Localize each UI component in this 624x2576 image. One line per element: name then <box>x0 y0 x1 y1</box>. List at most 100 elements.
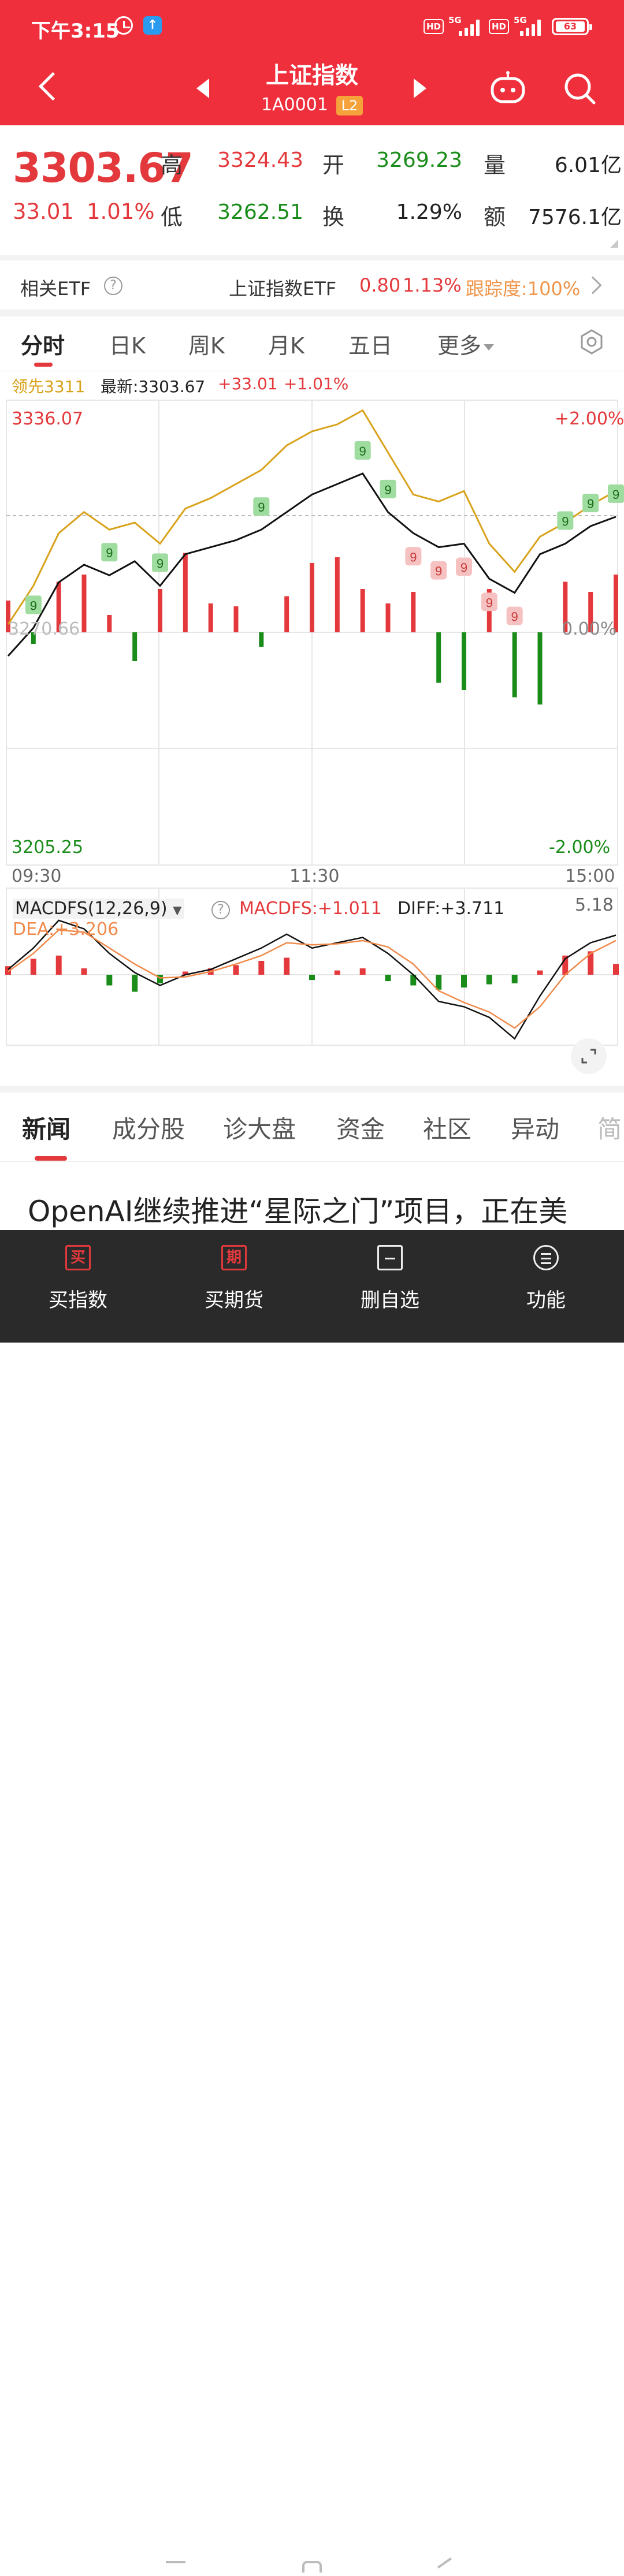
stock-code: 1A0001 <box>261 95 328 115</box>
tab-brief[interactable]: 简 <box>597 1115 622 1143</box>
td-up-mark-box <box>25 595 42 614</box>
td-up-mark: 9 <box>258 500 265 515</box>
signal-icon <box>518 18 544 36</box>
alarm-icon <box>114 16 133 35</box>
td-marks: 9 9 9 9 9 9 9 9 9 9 9 9 9 9 <box>25 441 624 625</box>
tab-constituents[interactable]: 成分股 <box>112 1115 185 1143</box>
low-label: 低 <box>161 204 183 230</box>
news-tabs: 新闻 成分股 诊大盘 资金 社区 异动 简 <box>0 1093 624 1162</box>
macd-bar <box>461 975 467 988</box>
td-up-mark-box <box>608 484 624 503</box>
td-up-mark-box <box>152 553 168 572</box>
buy-futures-button[interactable]: 期 买期货 <box>156 1230 312 1317</box>
help-icon[interactable]: ? <box>104 277 122 295</box>
td-up-mark-box <box>101 543 118 562</box>
td-up-mark-box <box>354 441 371 460</box>
functions-button[interactable]: 功能 <box>468 1230 624 1317</box>
macd-indicator-name: MACDFS(12,26,9) <box>15 899 168 919</box>
macd-max-label: 5.18 <box>575 895 614 915</box>
tab-weekly-k[interactable]: 周K <box>188 333 225 359</box>
upload-icon: ↑ <box>143 16 162 35</box>
tab-news[interactable]: 新闻 <box>22 1115 71 1143</box>
volume-bar <box>385 603 391 632</box>
macd-bar <box>588 951 594 975</box>
td-up-mark-box <box>582 494 599 513</box>
macd-help-icon[interactable]: ? <box>211 901 230 919</box>
chart-legend: 领先3311 最新:3303.67 +33.01 +1.01% <box>0 374 624 397</box>
legend-lead: 领先3311 <box>12 377 86 396</box>
legend-latest: 最新:3303.67 <box>101 377 206 396</box>
expand-corner-icon[interactable] <box>610 240 618 248</box>
tab-more[interactable]: 更多 <box>437 328 495 360</box>
td-down-mark: 9 <box>511 610 518 624</box>
x-label-open: 09:30 <box>12 866 62 886</box>
volume-bar <box>158 589 162 632</box>
tab-intraday[interactable]: 分时 <box>21 333 65 359</box>
price-change-pct: 1.01% <box>87 199 155 224</box>
intraday-chart-svg[interactable]: 9 9 9 9 9 9 9 9 9 9 9 9 9 9 <box>0 397 624 1090</box>
macd-bar <box>309 975 315 981</box>
volume-bar <box>183 553 188 632</box>
etf-tracking: 跟踪度:100% <box>466 278 581 300</box>
turnover-label: 换 <box>322 204 345 230</box>
volume-bar <box>208 603 213 632</box>
tab-anomalies[interactable]: 异动 <box>511 1115 560 1143</box>
news-headline[interactable]: OpenAI继续推进“星际之门”项目，正在美 <box>28 1195 568 1228</box>
remove-watchlist-label: 删自选 <box>361 1289 419 1312</box>
nav-back-gesture-icon[interactable] <box>437 2557 458 2576</box>
chevron-down-icon <box>484 344 495 351</box>
td-up-mark: 9 <box>359 444 366 458</box>
search-icon[interactable] <box>563 72 596 105</box>
macd-value: MACDFS:+1.011 <box>239 899 382 919</box>
volume-bar <box>614 575 618 632</box>
related-etf-row[interactable]: 相关ETF ? 上证指数ETF 0.80 1.13% 跟踪度:100% <box>0 260 624 310</box>
legend-change: +33.01 <box>218 374 278 393</box>
tab-daily-k[interactable]: 日K <box>109 333 146 359</box>
turnover-value: 1.29% <box>396 200 462 224</box>
volume-bar <box>6 601 10 632</box>
buy-index-label: 买指数 <box>49 1289 107 1312</box>
buy-futures-label: 买期货 <box>205 1289 263 1312</box>
x-label-noon: 11:30 <box>289 866 340 886</box>
robot-assistant-icon[interactable] <box>490 70 526 106</box>
back-button[interactable] <box>35 70 60 103</box>
tab-five-day[interactable]: 五日 <box>348 333 393 359</box>
td-up-mark: 9 <box>612 487 619 502</box>
page-title: 上证指数 <box>266 62 358 89</box>
macd-bar <box>562 955 569 975</box>
settings-icon[interactable] <box>579 329 604 355</box>
tab-community[interactable]: 社区 <box>423 1115 472 1143</box>
nav-home-gesture-icon[interactable] <box>302 2561 322 2573</box>
volume-bar <box>233 606 239 632</box>
td-down-mark-box <box>506 606 523 625</box>
prev-stock-button[interactable] <box>196 79 209 98</box>
next-stock-button[interactable] <box>414 79 426 98</box>
volume-bar <box>411 592 416 632</box>
chevron-right-icon[interactable] <box>584 276 602 294</box>
tab-monthly-k[interactable]: 月K <box>268 333 304 359</box>
macd-bar <box>334 970 340 975</box>
level2-badge[interactable]: L2 <box>336 96 363 115</box>
td-up-mark: 9 <box>562 515 569 529</box>
quote-panel: 3303.67 33.01 1.01% 高 3324.43 开 3269.23 … <box>0 125 624 255</box>
high-value: 3324.43 <box>217 148 303 172</box>
chart-tabs: 分时 日K 周K 月K 五日 更多 <box>0 316 624 371</box>
td-down-mark: 9 <box>486 595 493 610</box>
volume-bar <box>284 596 289 632</box>
minus-box-icon <box>377 1245 403 1270</box>
macd-indicator-select[interactable]: MACDFS(12,26,9) ▼ <box>13 899 184 919</box>
tab-capital[interactable]: 资金 <box>336 1115 385 1143</box>
volume-bar <box>259 632 264 647</box>
etf-price: 0.80 <box>359 274 401 296</box>
buy-index-button[interactable]: 买 买指数 <box>0 1230 156 1317</box>
volume-bar <box>360 589 365 632</box>
chart-area[interactable]: 9 9 9 9 9 9 9 9 9 9 9 9 9 9 3336.07 +2.00% 3270.66 0.… <box>0 397 624 1090</box>
nav-menu-gesture-icon[interactable] <box>166 2561 185 2573</box>
macd-bar <box>537 970 543 975</box>
dea-value: DEA:+3.206 <box>13 919 119 940</box>
tab-market-diagnosis[interactable]: 诊大盘 <box>223 1115 296 1143</box>
volume-label: 量 <box>484 152 506 178</box>
remove-watchlist-button[interactable]: 删自选 <box>312 1230 468 1317</box>
fullscreen-icon[interactable] <box>570 1037 608 1075</box>
td-up-mark: 9 <box>106 546 113 560</box>
